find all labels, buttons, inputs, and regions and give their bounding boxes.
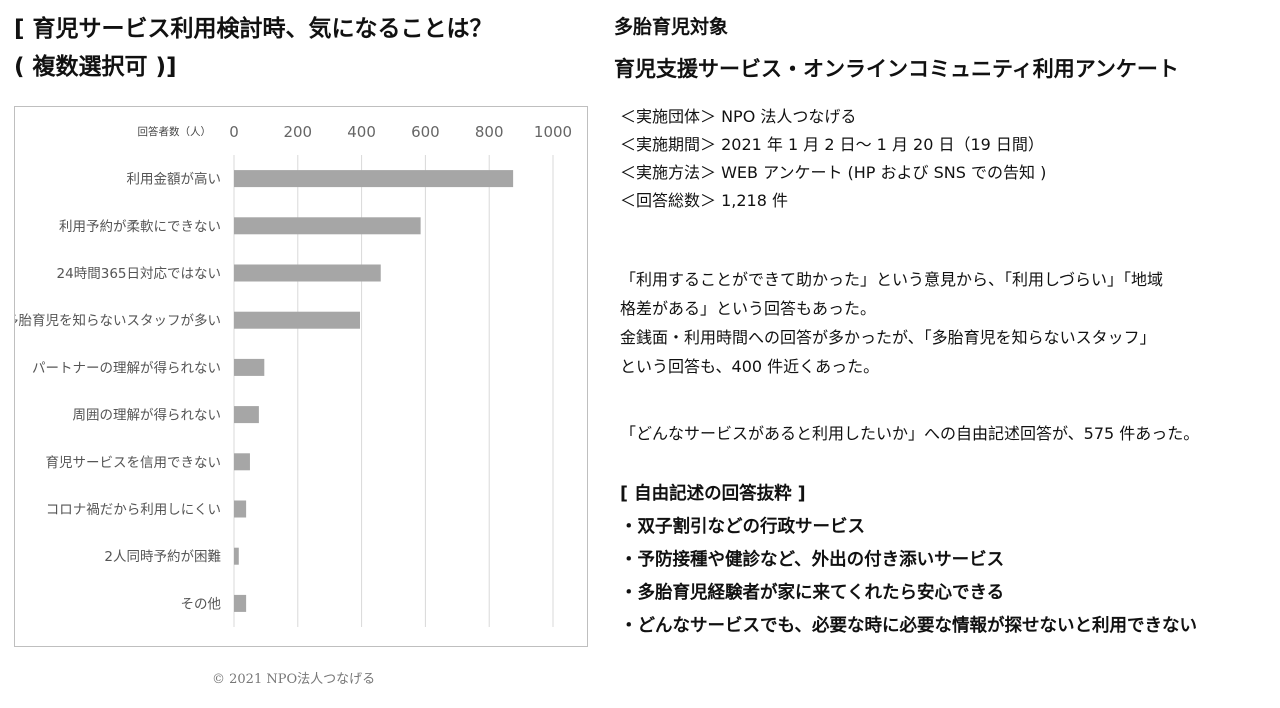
excerpt-item: ・予防接種や健診など、外出の付き添いサービス (620, 550, 1005, 570)
bar (234, 500, 247, 518)
excerpt-item: ・多胎育児経験者が家に来てくれたら安心できる (620, 583, 1005, 603)
category-label: 周囲の理解が得られない (73, 407, 222, 424)
page-heading: [ 育児サービス利用検討時、気になることは？ ( 複数選択可 )] (14, 10, 594, 86)
bar (234, 547, 239, 565)
survey-target: 多胎育児対象 (614, 16, 729, 38)
category-label: 育児サービスを信用できない (46, 455, 222, 471)
info-period: ＜実施期間＞ 2021 年 1 月 2 日～ 1 月 20 日（19 日間） (620, 135, 1044, 154)
finding-line: 格差がある」という回答もあった。 (620, 299, 877, 318)
x-tick-label: 0 (229, 123, 239, 141)
survey-info: ＜実施団体＞ NPO 法人つなげる ＜実施期間＞ 2021 年 1 月 2 日～… (620, 103, 1046, 215)
info-organizer: ＜実施団体＞ NPO 法人つなげる (620, 107, 857, 126)
x-tick-label: 600 (411, 123, 440, 141)
bar (234, 170, 514, 188)
excerpt-item: ・どんなサービスでも、必要な時に必要な情報が探せないと利用できない (620, 616, 1197, 636)
finding-line: 金銭面・利用時間への回答が多かったが、「多胎育児を知らないスタッフ」 (620, 328, 1156, 347)
axis-unit-label: 回答者数（人） (138, 125, 212, 138)
copyright: © 2021 NPO法人つなげる (212, 672, 376, 687)
x-tick-label: 1000 (534, 123, 572, 141)
bar (234, 217, 421, 235)
heading-line-2: ( 複数選択可 )] (14, 54, 177, 80)
excerpt-item: ・双子割引などの行政サービス (620, 517, 865, 537)
bar (234, 358, 265, 376)
free-text-note: 「どんなサービスがあると利用したいか」への自由記述回答が、575 件あった。 (620, 424, 1200, 443)
x-tick-label: 400 (347, 123, 376, 141)
category-label: その他 (181, 596, 222, 612)
bar (234, 406, 259, 424)
bar-chart: 0 200 400 600 800 1000 回答者数（人） 利用金額が高い利用予約が柔軟にで… (14, 106, 588, 647)
bar (234, 311, 361, 329)
category-label: 多胎育児を知らないスタッフが多い (15, 312, 221, 329)
info-method: ＜実施方法＞ WEB アンケート (HP および SNS での告知 ) (620, 163, 1047, 182)
survey-title: 育児支援サービス・オンラインコミュニティ利用アンケート (614, 57, 1179, 81)
x-tick-label: 200 (283, 123, 312, 141)
bar (234, 453, 250, 471)
category-label: 2人同時予約が困難 (104, 549, 221, 565)
category-label: 利用金額が高い (127, 171, 222, 188)
bar (234, 594, 247, 612)
x-tick-label: 800 (475, 123, 504, 141)
finding-line: という回答も、400 件近くあった。 (620, 357, 880, 376)
category-label: パートナーの理解が得られない (32, 359, 221, 376)
category-label: 24時間365日対応ではない (57, 266, 221, 282)
finding-line: 「利用することができて助かった」という意見から、「利用しづらい」「地域 (620, 270, 1164, 289)
category-label: コロナ禍だから利用しにくい (46, 502, 221, 518)
survey-findings: 「利用することができて助かった」という意見から、「利用しづらい」「地域 格差があ… (620, 265, 1163, 381)
excerpt-title: [ 自由記述の回答抜粋 ] (620, 484, 806, 504)
bar (234, 264, 381, 282)
bar-chart-svg: 0 200 400 600 800 1000 回答者数（人） 利用金額が高い利用予約が柔軟にで… (15, 123, 572, 627)
heading-line-1: [ 育児サービス利用検討時、気になることは？ (14, 16, 493, 42)
category-label: 利用予約が柔軟にできない (59, 219, 221, 235)
free-text-excerpts: [ 自由記述の回答抜粋 ] ・双子割引などの行政サービス ・予防接種や健診など、… (620, 478, 1197, 643)
info-total: ＜回答総数＞ 1,218 件 (620, 191, 788, 210)
